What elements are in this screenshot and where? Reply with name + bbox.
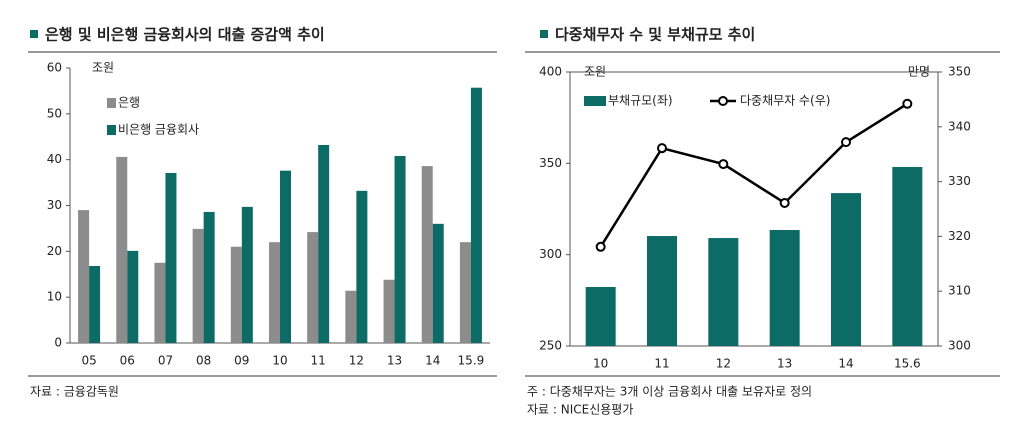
bar [831, 193, 861, 346]
x-tick-label: 14 [838, 357, 853, 371]
bar [203, 211, 215, 343]
y2-tick-label: 350 [948, 65, 971, 79]
bar [459, 242, 471, 343]
x-tick-label: 11 [311, 354, 326, 368]
source: 자료 : 금융감독원 [30, 385, 119, 399]
line-marker [841, 137, 851, 148]
legend-label: 비은행 금융회사 [118, 122, 199, 137]
x-tick-label: 10 [593, 357, 608, 371]
y2-tick-label: 320 [948, 229, 971, 243]
bar [470, 87, 482, 343]
legend-marker [718, 96, 728, 106]
x-tick-label: 07 [158, 354, 173, 368]
line-marker [595, 241, 606, 252]
y-tick-label: 350 [539, 156, 562, 170]
legend-swatch [584, 96, 606, 106]
legend-label: 다중채무자 수(우) [740, 94, 830, 108]
y-tick-label: 250 [539, 339, 562, 353]
bar [432, 223, 444, 343]
bar [356, 190, 368, 343]
note: 주 : 다중채무자는 3개 이상 금융회사 대출 보유자로 정의 [527, 385, 812, 399]
unit-label: 조원 [92, 61, 114, 75]
y-tick-label: 50 [47, 106, 62, 120]
bar [154, 262, 166, 343]
line-marker [718, 159, 729, 170]
legend-label: 은행 [118, 95, 140, 110]
x-tick-label: 15.6 [894, 357, 921, 371]
plot-frame [569, 71, 939, 347]
x-tick-label: 08 [196, 354, 211, 368]
x-tick-label: 05 [81, 354, 96, 368]
legend-swatch [107, 98, 116, 108]
chart-title: 다중채무자 수 및 부채규모 추이 [555, 26, 755, 44]
line-marker [657, 143, 667, 154]
bar [647, 236, 677, 346]
y2-tick-label: 310 [948, 284, 971, 298]
x-tick-label: 10 [272, 354, 287, 368]
y-tick-label: 30 [47, 198, 62, 212]
y-tick-label: 10 [47, 290, 62, 304]
bar [318, 145, 330, 343]
x-tick-label: 13 [777, 357, 792, 371]
y-tick-label: 20 [47, 244, 62, 258]
y-tick-label: 300 [539, 247, 562, 261]
bar [165, 172, 177, 343]
bar [769, 230, 800, 346]
bar [892, 166, 923, 346]
bar [116, 156, 128, 343]
source: 자료 : NICE신용평가 [527, 403, 633, 417]
x-tick-label: 14 [425, 354, 440, 368]
y2-tick-label: 340 [948, 119, 971, 133]
x-tick-label: 06 [120, 354, 135, 368]
bar [127, 250, 139, 343]
x-tick-label: 11 [654, 357, 669, 371]
x-tick-label: 12 [716, 357, 731, 371]
x-tick-label: 15.9 [458, 354, 485, 368]
bar [280, 170, 291, 343]
line [599, 102, 908, 248]
chart-title: 은행 및 비은행 금융회사의 대출 증감액 추이 [45, 26, 325, 44]
bar [230, 246, 242, 343]
bar [192, 228, 204, 343]
x-tick-label: 09 [234, 354, 249, 368]
bar [241, 206, 253, 343]
title-marker [540, 30, 548, 38]
y2-tick-label: 330 [948, 174, 971, 188]
bar [708, 238, 739, 346]
bar [269, 242, 280, 343]
bar [78, 210, 90, 343]
bar [421, 166, 433, 343]
x-tick-label: 12 [349, 354, 364, 368]
legend-label: 부채규모(좌) [608, 94, 673, 108]
y-tick-label: 40 [47, 152, 62, 166]
bar [383, 279, 395, 343]
bar [89, 266, 101, 343]
y-tick-label: 0 [54, 336, 62, 350]
y-tick-label: 400 [539, 65, 562, 79]
bar [345, 290, 357, 343]
bar [307, 232, 319, 343]
legend-swatch [107, 125, 116, 135]
x-tick-label: 13 [387, 354, 402, 368]
line-marker [779, 197, 790, 208]
title-marker [30, 30, 38, 38]
y2-tick-label: 300 [948, 339, 971, 353]
line-marker [902, 98, 913, 109]
y-tick-label: 60 [47, 61, 62, 75]
bar [394, 156, 406, 343]
bar [585, 286, 616, 346]
